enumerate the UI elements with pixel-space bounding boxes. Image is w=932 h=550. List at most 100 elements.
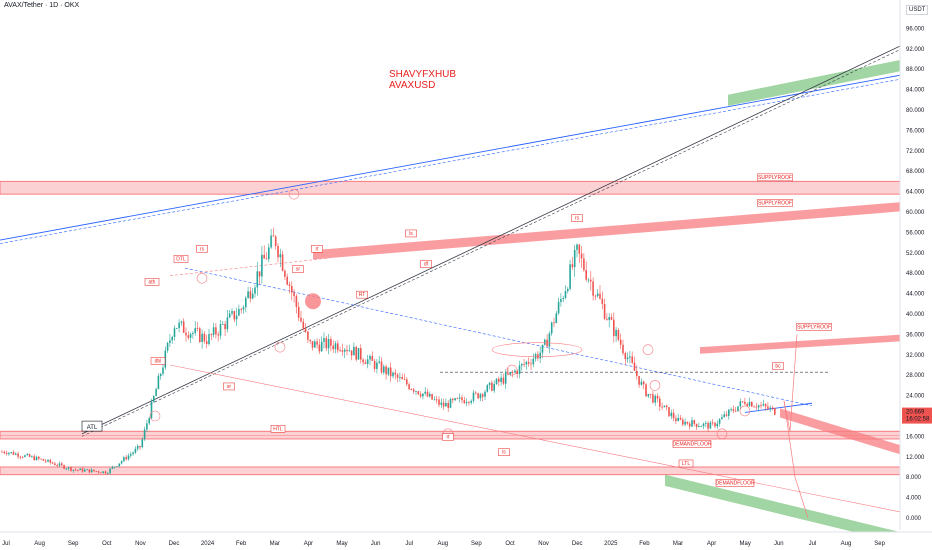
candle-body	[226, 317, 229, 330]
candle-body	[369, 355, 371, 360]
candle-body	[261, 254, 263, 277]
x-tick-label: Oct	[102, 541, 112, 547]
candle-body	[615, 329, 617, 337]
candle-body	[231, 311, 233, 314]
current-price-label: 20.669	[906, 410, 925, 416]
candle-body	[613, 319, 615, 337]
candle-body	[633, 362, 636, 371]
x-tick-label: Oct	[505, 541, 515, 547]
candle-body	[751, 401, 753, 407]
supply-roof-tag-lower-box	[796, 323, 832, 331]
dbl-tag-box	[150, 357, 166, 365]
candle-body	[511, 372, 514, 373]
candle-body	[417, 391, 420, 395]
rs-top-tag-box	[571, 214, 583, 222]
candle-body	[445, 402, 447, 407]
candle-body	[479, 394, 482, 399]
candle-body	[732, 409, 735, 411]
x-tick-label: Dec	[572, 541, 583, 547]
candle-body	[332, 345, 334, 350]
candle-body	[12, 452, 15, 455]
ltl-tag-box	[678, 459, 694, 468]
candle-body	[81, 468, 84, 472]
candle-body	[210, 334, 213, 335]
candle-body	[661, 406, 663, 408]
candle-body	[709, 422, 712, 429]
candle-body	[212, 327, 215, 335]
candle-body	[659, 398, 661, 407]
candle-body	[477, 393, 479, 399]
currency-unit[interactable]: USDT	[906, 5, 929, 15]
candle-body	[550, 322, 553, 334]
candle-body	[682, 419, 684, 425]
candle-body	[748, 401, 751, 406]
atl-box	[81, 420, 103, 432]
candle-body	[199, 328, 201, 342]
candle-body	[97, 471, 100, 473]
candle-body	[498, 378, 500, 382]
rt-low-tag: rt	[446, 434, 450, 440]
candle-body	[514, 370, 516, 373]
supply-zone-band	[0, 180, 901, 195]
candle-body	[176, 328, 178, 329]
candle-body	[268, 247, 270, 260]
candle-body	[203, 333, 206, 342]
candle-body	[422, 393, 424, 397]
long-diagonal-dashed	[81, 46, 906, 437]
candle-body	[539, 352, 541, 359]
candle-body	[523, 363, 525, 365]
y-tick-label: 4.000	[906, 496, 922, 502]
x-tick-label: Jun	[371, 541, 381, 547]
candle-body	[629, 356, 631, 358]
x-tick-label: Apr	[304, 541, 313, 547]
candle-body	[67, 467, 70, 469]
candle-body	[270, 235, 272, 248]
candle-body	[741, 401, 744, 403]
y-tick-label: 60.000	[906, 210, 925, 216]
candle-body	[767, 406, 769, 409]
y-tick-label: 40.000	[906, 312, 925, 318]
candle-body	[100, 472, 102, 474]
x-tick-label: Jul	[405, 541, 413, 547]
candle-body	[219, 324, 222, 336]
candle-body	[293, 292, 295, 297]
y-tick-label: 52.000	[906, 251, 925, 257]
candle-body	[288, 284, 291, 286]
x-tick-label: Sep	[874, 541, 885, 547]
candle-body	[274, 236, 277, 247]
candle-body	[86, 469, 88, 471]
candle-body	[463, 400, 466, 404]
upper-blue-dashed	[0, 78, 906, 244]
candle-body	[573, 249, 576, 268]
candle-body	[249, 291, 252, 299]
RT-tag: RT	[359, 292, 366, 298]
supply-roof-tag-upper-box	[757, 199, 793, 207]
rt-tag: rt	[315, 246, 319, 252]
candle-body	[33, 456, 35, 461]
candle-body	[155, 389, 157, 397]
demand-floor-tag: DEMANDFLOOR	[673, 442, 712, 448]
y-tick-label: 8.000	[906, 475, 922, 481]
candle-body	[491, 382, 493, 391]
candle-body	[617, 329, 620, 340]
x-tick-label: Aug	[34, 541, 45, 547]
candle-body	[5, 453, 8, 455]
candle-body	[702, 423, 705, 427]
candle-body	[238, 309, 240, 316]
candle-body	[323, 338, 325, 342]
candle-body	[507, 372, 509, 375]
candle-body	[670, 412, 673, 417]
candle-body	[447, 402, 449, 408]
candle-body	[65, 468, 68, 470]
candle-body	[77, 469, 79, 471]
candle-body	[518, 365, 521, 375]
candle-body	[532, 358, 535, 365]
candle-body	[583, 258, 585, 271]
candle-body	[247, 291, 249, 298]
candle-body	[8, 452, 10, 455]
candle-body	[182, 321, 185, 333]
ls-low-tag-box	[498, 448, 510, 456]
pattern-circle	[196, 272, 208, 284]
candle-body	[410, 389, 413, 390]
